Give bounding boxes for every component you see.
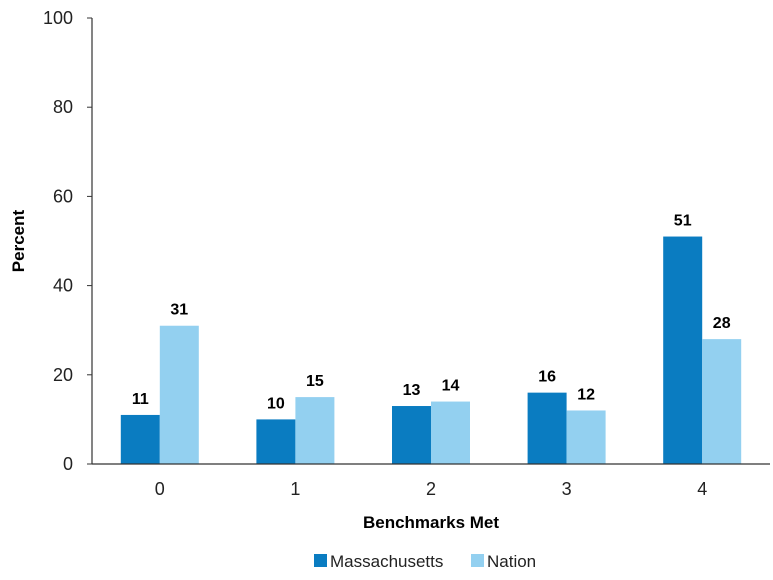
data-label-massachusetts-2: 13 — [403, 382, 421, 399]
y-tick-label: 80 — [53, 97, 73, 117]
bar-massachusetts-1 — [256, 419, 296, 464]
bar-nation-3 — [566, 410, 606, 464]
data-label-nation-1: 15 — [306, 373, 324, 390]
bar-massachusetts-4 — [663, 236, 703, 464]
data-label-nation-2: 14 — [442, 378, 460, 395]
bar-massachusetts-2 — [392, 406, 431, 464]
legend-label-nation: Nation — [487, 552, 536, 571]
x-axis-title: Benchmarks Met — [363, 513, 499, 532]
legend-swatch-massachusetts — [314, 554, 327, 567]
data-label-massachusetts-3: 16 — [538, 369, 556, 386]
data-label-massachusetts-1: 10 — [267, 395, 285, 412]
bar-massachusetts-3 — [527, 392, 567, 464]
y-axis-ticks: 0 20 40 60 80 100 — [43, 8, 92, 474]
y-axis-title: Percent — [9, 209, 28, 272]
bar-massachusetts-0 — [120, 414, 160, 464]
y-tick-label: 0 — [63, 454, 73, 474]
x-tick-label: 0 — [155, 479, 165, 499]
bar-nation-1 — [295, 397, 335, 464]
y-tick-label: 40 — [53, 276, 73, 296]
data-labels: 11 31 10 15 13 14 16 12 51 28 — [132, 213, 731, 413]
legend-swatch-nation — [471, 554, 484, 567]
data-label-nation-0: 31 — [170, 302, 188, 319]
x-tick-label: 3 — [562, 479, 572, 499]
legend: Massachusetts Nation — [314, 552, 536, 571]
y-tick-label: 20 — [53, 365, 73, 385]
y-tick-label: 60 — [53, 186, 73, 206]
data-label-massachusetts-4: 51 — [674, 213, 692, 230]
bar-nation-4 — [702, 339, 742, 464]
bars — [120, 236, 742, 464]
data-label-nation-3: 12 — [577, 386, 595, 403]
x-tick-label: 1 — [290, 479, 300, 499]
y-tick-label: 100 — [43, 8, 73, 28]
data-label-massachusetts-0: 11 — [132, 391, 149, 408]
legend-label-massachusetts: Massachusetts — [330, 552, 443, 571]
bar-nation-0 — [159, 325, 199, 464]
x-axis-ticks: 0 1 2 3 4 — [155, 479, 707, 499]
data-label-nation-4: 28 — [713, 315, 731, 332]
bar-nation-2 — [431, 401, 470, 464]
x-tick-label: 2 — [426, 479, 436, 499]
x-tick-label: 4 — [697, 479, 707, 499]
